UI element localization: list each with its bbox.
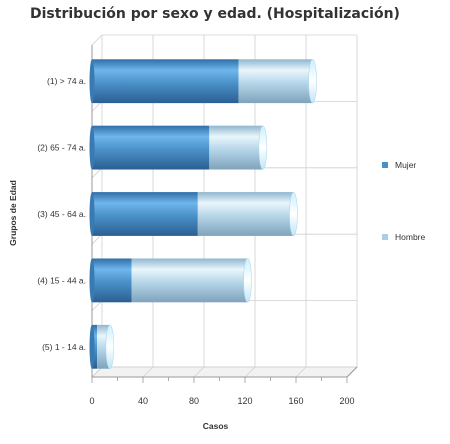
bar-hombre-1 [238, 59, 313, 104]
bar-start-cap [89, 125, 95, 170]
bar-start-cap [89, 324, 95, 369]
x-tick-label: 40 [138, 396, 148, 406]
x-tick-label: 80 [189, 396, 199, 406]
y-tick-label: (1) > 74 a. [47, 76, 86, 86]
chart-title: Distribución por sexo y edad. (Hospitali… [30, 6, 400, 22]
x-tick-label: 200 [339, 396, 354, 406]
bar-mujer-5 [92, 324, 98, 369]
bar-end-cap [258, 125, 268, 170]
y-tick-label: (2) 65 - 74 a. [37, 143, 86, 153]
x-axis-edge [346, 366, 358, 378]
bar-mujer-1 [92, 59, 239, 104]
x-gridline-floor [193, 366, 205, 378]
y-tick-label: (5) 1 - 14 a. [42, 342, 86, 352]
bar-end-cap [243, 258, 252, 303]
bar-hombre-4 [131, 258, 248, 303]
x-gridline-floor [295, 366, 307, 378]
x-tick-label: 120 [237, 396, 252, 406]
bar-end-cap [289, 191, 298, 237]
bar-end-cap [105, 324, 115, 369]
y-gridline-side [91, 34, 103, 46]
y-tick-label: (4) 15 - 44 a. [37, 275, 86, 285]
y-axis-title: Grupos de Edad [8, 180, 18, 246]
y-tick-label: (3) 45 - 64 a. [37, 209, 86, 219]
bar-end-cap [308, 59, 317, 104]
bar-mujer-3 [92, 192, 198, 236]
x-tick-label: 0 [89, 396, 94, 406]
bar-start-cap [89, 258, 95, 303]
plot-floor [91, 366, 358, 378]
x-axis-title: Casos [203, 421, 229, 431]
bar-hombre-2 [209, 125, 263, 170]
x-gridline-floor [142, 366, 154, 378]
legend-swatch-mujer [382, 162, 388, 168]
legend-swatch-hombre [382, 234, 388, 240]
bar-mujer-2 [92, 125, 210, 170]
legend-label-mujer: Mujer [395, 160, 416, 170]
bar-hombre-3 [197, 192, 294, 236]
x-tick-label: 160 [288, 396, 303, 406]
x-gridline-floor [244, 366, 256, 378]
bar-start-cap [89, 192, 95, 236]
legend-label-hombre: Hombre [395, 232, 426, 242]
bar-mujer-4 [92, 258, 132, 303]
bar-start-cap [89, 59, 95, 104]
